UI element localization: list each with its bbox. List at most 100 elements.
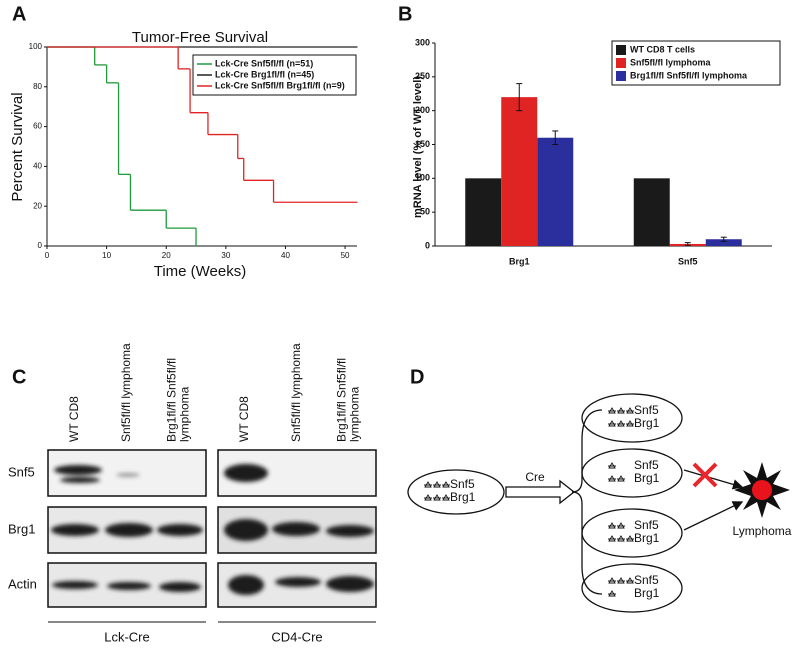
node [581, 563, 683, 613]
arrow [683, 469, 744, 490]
lymphoma-core [752, 480, 772, 500]
allele-glyph [424, 481, 432, 488]
legend-swatch [616, 58, 626, 68]
allele-glyph [626, 577, 634, 584]
gene-label: Brg1 [634, 416, 660, 430]
row-label: Brg1 [8, 521, 35, 536]
node [581, 393, 683, 443]
y-tick-label: 0 [38, 241, 43, 250]
y-tick-label: 200 [415, 105, 430, 115]
allele-glyph [424, 494, 432, 501]
error-bar [516, 83, 523, 112]
allele-glyph [617, 577, 625, 584]
error-bar [684, 242, 691, 246]
band [224, 519, 268, 541]
allele-glyph [608, 590, 616, 597]
column-label: WT CD8 [237, 396, 251, 442]
panel-label: D [410, 366, 424, 388]
gene-label: Brg1 [450, 490, 476, 504]
legend-swatch [616, 71, 626, 81]
allele-glyph [608, 407, 616, 414]
x-axis-label: Time (Weeks) [154, 263, 247, 280]
allele-glyph [608, 420, 616, 427]
blot-images [47, 449, 377, 623]
allele-glyph [608, 462, 616, 469]
allele-glyph [617, 407, 625, 414]
block-mark [692, 462, 718, 488]
node [581, 508, 683, 558]
allele-glyph [617, 420, 625, 427]
x-tick-label: Snf5 [678, 256, 698, 266]
row-label: Snf5 [8, 464, 35, 479]
band [54, 465, 102, 475]
x-tick-label: 20 [162, 251, 171, 260]
result-label: Lymphoma [733, 524, 792, 538]
y-tick-label: 150 [415, 139, 430, 149]
band [275, 577, 321, 587]
band [228, 575, 264, 595]
panel-label: A [12, 3, 26, 25]
band [326, 576, 374, 592]
band [116, 473, 140, 477]
column-label: Snf5fl/fl lymphoma [289, 343, 303, 442]
gene-label: Brg1 [634, 471, 660, 485]
allele-glyph [608, 535, 616, 542]
node [581, 448, 683, 498]
column-label: lymphoma [178, 386, 192, 442]
y-tick-label: 80 [33, 82, 42, 91]
panel-label: C [12, 366, 26, 388]
bar [501, 97, 538, 246]
band [107, 582, 151, 590]
allele-glyph [626, 535, 634, 542]
gene-label: Snf5 [634, 573, 659, 587]
y-tick-label: 250 [415, 71, 430, 81]
y-tick-label: 20 [33, 201, 42, 210]
allele-glyph [626, 420, 634, 427]
arrow [683, 501, 744, 531]
x-tick-label: 10 [102, 251, 111, 260]
gene-label: Brg1 [634, 586, 660, 600]
bar [537, 137, 574, 246]
legend-label: WT CD8 T cells [630, 44, 695, 54]
gene-label: Snf5 [634, 518, 659, 532]
band [224, 464, 268, 482]
legend-label: Snf5fl/fl lymphoma [630, 57, 712, 67]
column-label: lymphoma [348, 386, 362, 442]
y-axis-label: Percent Survival [9, 92, 26, 201]
gene-label: Snf5 [634, 403, 659, 417]
bar [633, 178, 670, 246]
group-label: CD4-Cre [271, 629, 322, 644]
allele-glyph [626, 407, 634, 414]
legend: WT CD8 T cells Snf5fl/fl lymphoma Brg1fl/f… [611, 40, 781, 86]
column-label: Brg1fl/fl Snf5fl/fl [165, 358, 179, 442]
legend-box [611, 40, 781, 86]
band [157, 524, 203, 536]
x-tick-label: 30 [221, 251, 230, 260]
legend-label: Brg1fl/fl Snf5fl/fl lymphoma [630, 70, 748, 80]
band [159, 582, 201, 592]
column-label: Brg1fl/fl Snf5fl/fl [335, 358, 349, 442]
allele-glyph [617, 522, 625, 529]
legend: Lck-Cre Snf5fl/fl (n=51)Lck-Cre Brg1fl/f… [192, 54, 357, 96]
x-tick-label: 50 [341, 251, 350, 260]
band [51, 524, 99, 536]
band [105, 523, 153, 537]
allele-glyph [608, 577, 616, 584]
allele-glyph [608, 522, 616, 529]
error-bar [552, 130, 559, 145]
panel-label: B [398, 3, 412, 25]
arrow [505, 479, 576, 505]
allele-glyph [433, 494, 441, 501]
gene-label: Snf5 [634, 458, 659, 472]
y-tick-label: 0 [425, 240, 430, 250]
legend-label: Lck-Cre Brg1fl/fl (n=45) [215, 69, 314, 79]
column-label: Snf5fl/fl lymphoma [119, 343, 133, 442]
allele-glyph [433, 481, 441, 488]
allele-glyph [442, 494, 450, 501]
gene-label: Brg1 [634, 531, 660, 545]
legend-box [192, 54, 357, 96]
band [52, 581, 98, 589]
y-tick-label: 100 [415, 173, 430, 183]
band [326, 525, 374, 537]
